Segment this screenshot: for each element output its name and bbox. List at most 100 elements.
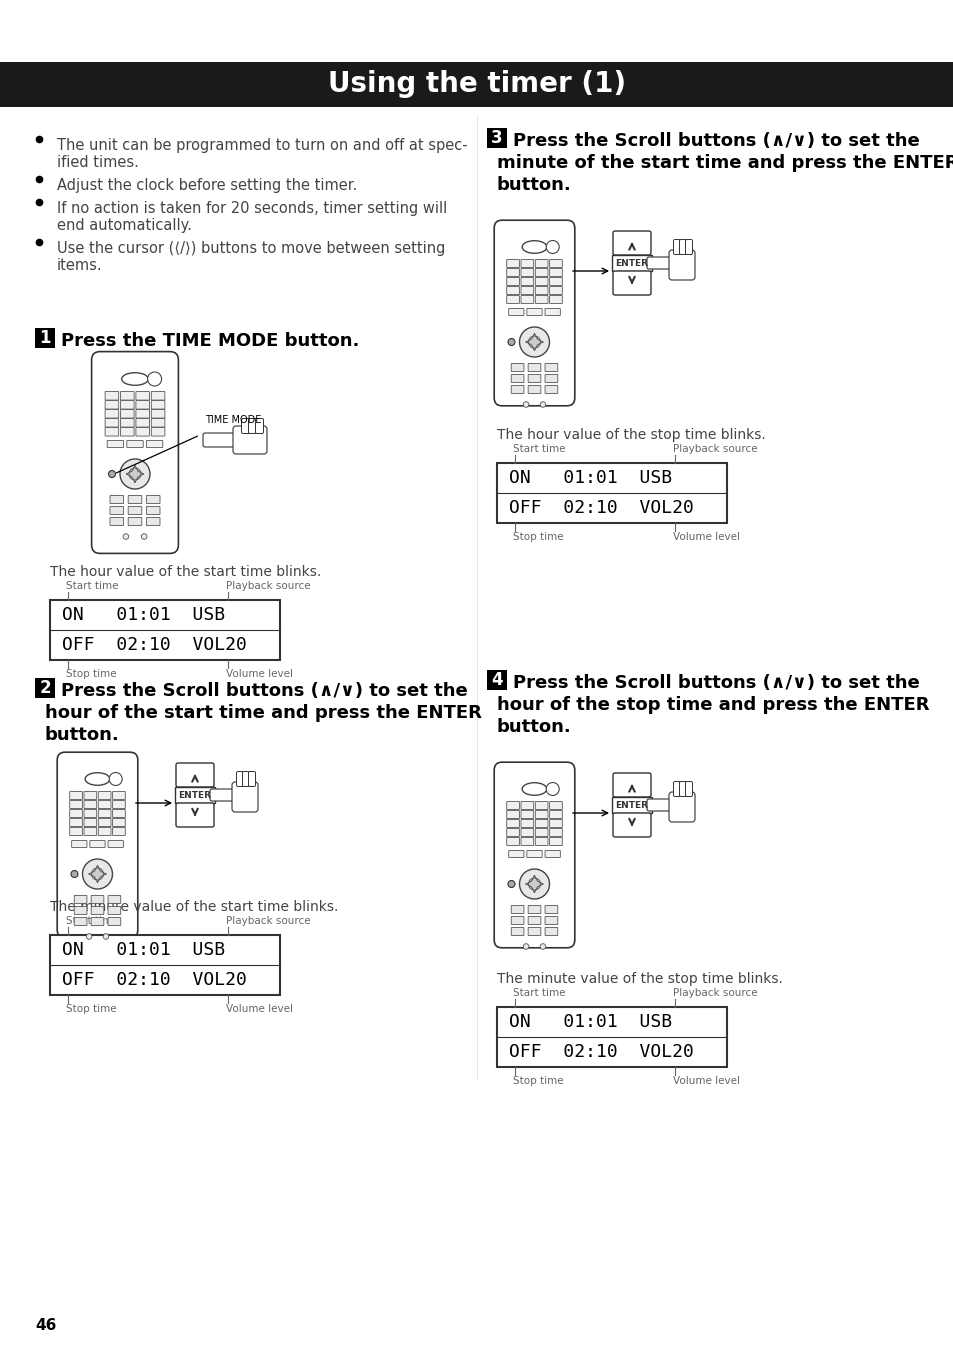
FancyBboxPatch shape (210, 789, 239, 801)
FancyBboxPatch shape (535, 820, 547, 828)
FancyBboxPatch shape (105, 391, 118, 400)
FancyBboxPatch shape (91, 352, 178, 554)
FancyBboxPatch shape (84, 801, 96, 809)
FancyBboxPatch shape (506, 278, 518, 286)
Circle shape (71, 871, 78, 878)
FancyBboxPatch shape (84, 818, 96, 826)
FancyBboxPatch shape (549, 837, 561, 845)
FancyBboxPatch shape (535, 287, 547, 294)
FancyBboxPatch shape (528, 364, 540, 372)
FancyBboxPatch shape (520, 260, 533, 267)
FancyBboxPatch shape (508, 309, 523, 315)
Circle shape (519, 869, 549, 899)
Text: OFF  02:10  VOL20: OFF 02:10 VOL20 (509, 1043, 693, 1061)
FancyBboxPatch shape (110, 518, 124, 526)
FancyBboxPatch shape (120, 410, 134, 418)
Circle shape (120, 460, 150, 489)
FancyBboxPatch shape (128, 518, 142, 526)
FancyBboxPatch shape (544, 309, 559, 315)
Text: Playback source: Playback source (672, 443, 757, 454)
Ellipse shape (521, 783, 546, 795)
Text: ON   01:01  USB: ON 01:01 USB (62, 941, 225, 958)
FancyBboxPatch shape (135, 391, 150, 400)
Bar (612, 797, 651, 813)
FancyBboxPatch shape (549, 820, 561, 828)
FancyBboxPatch shape (146, 518, 160, 526)
FancyBboxPatch shape (120, 391, 134, 400)
FancyBboxPatch shape (535, 829, 547, 837)
FancyBboxPatch shape (135, 418, 150, 427)
FancyBboxPatch shape (70, 791, 82, 799)
FancyBboxPatch shape (685, 240, 692, 255)
FancyBboxPatch shape (549, 287, 561, 294)
FancyBboxPatch shape (127, 441, 143, 448)
FancyBboxPatch shape (255, 418, 263, 434)
Circle shape (91, 868, 103, 880)
FancyBboxPatch shape (549, 810, 561, 818)
FancyBboxPatch shape (549, 829, 561, 837)
Text: Press the Scroll buttons (∧/∨) to set the: Press the Scroll buttons (∧/∨) to set th… (61, 682, 467, 700)
FancyBboxPatch shape (70, 828, 82, 836)
FancyBboxPatch shape (108, 895, 121, 903)
FancyBboxPatch shape (84, 810, 96, 817)
FancyBboxPatch shape (544, 917, 558, 925)
FancyBboxPatch shape (535, 278, 547, 286)
Circle shape (507, 338, 515, 345)
Text: Playback source: Playback source (672, 988, 757, 998)
FancyBboxPatch shape (613, 271, 650, 295)
FancyBboxPatch shape (112, 828, 125, 836)
Text: 1: 1 (39, 329, 51, 346)
Text: ified times.: ified times. (57, 155, 139, 170)
Bar (497, 462, 726, 523)
FancyBboxPatch shape (506, 268, 518, 276)
FancyBboxPatch shape (535, 268, 547, 276)
FancyBboxPatch shape (107, 441, 124, 448)
Text: Stop time: Stop time (66, 1004, 116, 1014)
Text: end automatically.: end automatically. (57, 218, 192, 233)
FancyBboxPatch shape (74, 895, 87, 903)
FancyBboxPatch shape (248, 771, 255, 786)
Text: minute of the start time and press the ENTER: minute of the start time and press the E… (497, 154, 953, 173)
FancyBboxPatch shape (511, 917, 523, 925)
FancyBboxPatch shape (91, 895, 104, 903)
FancyBboxPatch shape (120, 418, 134, 427)
FancyBboxPatch shape (98, 791, 111, 799)
FancyBboxPatch shape (494, 762, 575, 948)
FancyBboxPatch shape (526, 309, 541, 315)
FancyBboxPatch shape (511, 927, 523, 936)
FancyBboxPatch shape (248, 418, 256, 434)
FancyBboxPatch shape (120, 400, 134, 408)
FancyBboxPatch shape (528, 917, 540, 925)
FancyBboxPatch shape (91, 906, 104, 914)
FancyBboxPatch shape (242, 771, 250, 786)
FancyBboxPatch shape (120, 427, 134, 435)
Text: If no action is taken for 20 seconds, timer setting will: If no action is taken for 20 seconds, ti… (57, 201, 447, 216)
Ellipse shape (521, 241, 546, 253)
FancyBboxPatch shape (506, 829, 518, 837)
Text: Volume level: Volume level (672, 532, 740, 542)
FancyBboxPatch shape (108, 841, 123, 848)
Text: Use the cursor (⟨/⟩) buttons to move between setting: Use the cursor (⟨/⟩) buttons to move bet… (57, 241, 445, 256)
FancyBboxPatch shape (105, 418, 118, 427)
FancyBboxPatch shape (71, 841, 87, 848)
FancyBboxPatch shape (511, 906, 523, 914)
FancyBboxPatch shape (673, 240, 679, 255)
FancyBboxPatch shape (528, 386, 540, 394)
FancyBboxPatch shape (544, 851, 559, 857)
Text: Volume level: Volume level (226, 669, 293, 679)
Ellipse shape (85, 772, 110, 786)
FancyBboxPatch shape (98, 810, 111, 817)
Bar (174, 787, 214, 803)
Circle shape (546, 782, 558, 795)
FancyBboxPatch shape (520, 268, 533, 276)
FancyBboxPatch shape (528, 906, 540, 914)
Text: Press the Scroll buttons (∧/∨) to set the: Press the Scroll buttons (∧/∨) to set th… (513, 132, 919, 150)
Circle shape (82, 859, 112, 888)
Text: The minute value of the stop time blinks.: The minute value of the stop time blinks… (497, 972, 782, 985)
FancyBboxPatch shape (175, 763, 213, 787)
Text: button.: button. (497, 177, 571, 194)
FancyBboxPatch shape (520, 820, 533, 828)
FancyBboxPatch shape (508, 851, 523, 857)
Circle shape (148, 372, 161, 386)
FancyBboxPatch shape (549, 802, 561, 810)
